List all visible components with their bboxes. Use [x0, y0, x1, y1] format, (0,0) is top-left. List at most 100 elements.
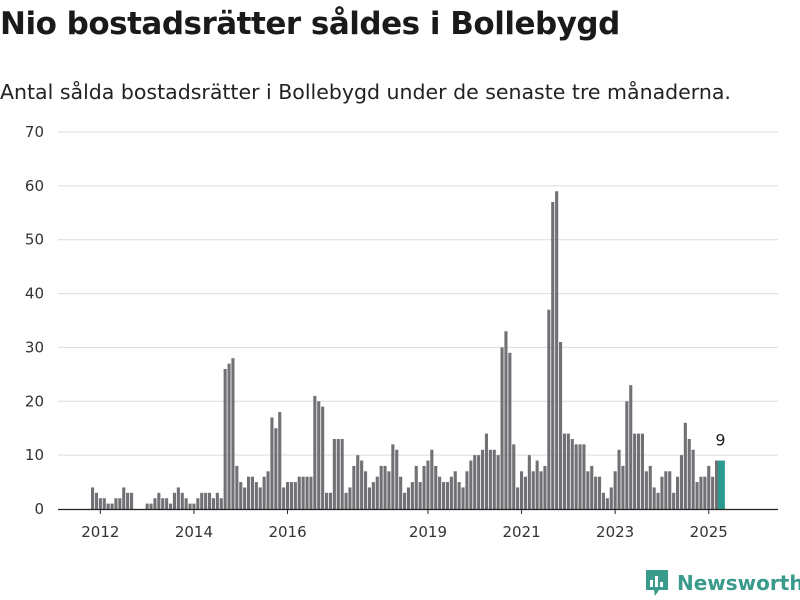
bar — [278, 412, 282, 509]
bar — [656, 492, 660, 509]
bar — [414, 465, 418, 509]
bar — [687, 438, 691, 509]
bar — [114, 498, 118, 509]
bar — [590, 465, 594, 509]
bar — [449, 476, 453, 509]
bar — [461, 487, 465, 509]
bar — [703, 476, 707, 509]
bar — [594, 476, 598, 509]
bar — [301, 476, 305, 509]
y-tick-label: 0 — [34, 500, 44, 518]
bar — [352, 465, 356, 509]
bar — [492, 449, 496, 509]
bar — [262, 476, 266, 509]
bar — [270, 417, 274, 509]
x-tick-label: 2012 — [81, 523, 119, 541]
bar — [293, 482, 297, 509]
bar — [360, 460, 364, 509]
bar — [180, 492, 184, 509]
bar — [356, 455, 360, 509]
bar — [145, 503, 149, 509]
bar — [406, 487, 410, 509]
bar — [422, 465, 426, 509]
bar — [367, 487, 371, 509]
bar — [211, 498, 215, 509]
bar — [644, 471, 648, 509]
bar — [305, 476, 309, 509]
bar — [633, 433, 637, 509]
bar — [184, 498, 188, 509]
bar — [286, 482, 290, 509]
bar — [695, 482, 699, 509]
bar — [176, 487, 180, 509]
bar — [648, 465, 652, 509]
y-tick-label: 50 — [25, 231, 44, 249]
bar — [94, 492, 98, 509]
bar — [679, 455, 683, 509]
bar — [551, 202, 555, 509]
bar — [344, 492, 348, 509]
bar — [399, 476, 403, 509]
bar — [578, 444, 582, 509]
bar — [652, 487, 656, 509]
bar — [98, 498, 102, 509]
bar — [188, 503, 192, 509]
bar — [122, 487, 126, 509]
bar — [617, 449, 621, 509]
bar — [582, 444, 586, 509]
bar — [149, 503, 153, 509]
bar — [340, 438, 344, 509]
bar — [570, 438, 574, 509]
bar — [243, 487, 247, 509]
bar — [297, 476, 301, 509]
bar — [555, 191, 559, 509]
bar — [504, 331, 508, 509]
bar — [309, 476, 313, 509]
bar — [566, 433, 570, 509]
bar — [231, 358, 235, 509]
bar — [130, 492, 134, 509]
bar — [157, 492, 161, 509]
bar — [488, 449, 492, 509]
bar — [395, 449, 399, 509]
bar — [605, 498, 609, 509]
bar — [527, 455, 531, 509]
bar — [106, 503, 110, 509]
bar — [328, 492, 332, 509]
bar — [562, 433, 566, 509]
bar — [668, 471, 672, 509]
bar — [332, 438, 336, 509]
highlight-value-label: 9 — [715, 431, 725, 450]
bar — [520, 471, 524, 509]
chart-subtitle: Antal sålda bostadsrätter i Bollebygd un… — [0, 80, 731, 104]
bar — [539, 471, 543, 509]
bar — [371, 482, 375, 509]
bar — [289, 482, 293, 509]
bar — [500, 347, 504, 509]
bar — [379, 465, 383, 509]
bar — [637, 433, 641, 509]
bar — [215, 492, 219, 509]
bar — [219, 498, 223, 509]
bar — [660, 476, 664, 509]
bar — [250, 476, 254, 509]
bar — [547, 309, 551, 509]
bar — [126, 492, 130, 509]
newsworthy-logo-icon — [646, 570, 668, 596]
bar — [640, 433, 644, 509]
x-tick-label: 2023 — [596, 523, 634, 541]
bar — [613, 471, 617, 509]
y-tick-label: 10 — [25, 446, 44, 464]
y-tick-label: 20 — [25, 392, 44, 410]
bar — [383, 465, 387, 509]
newsworthy-logo: Newsworthy — [644, 568, 800, 598]
bar — [672, 492, 676, 509]
bar — [711, 476, 715, 509]
bar — [172, 492, 176, 509]
bar — [313, 395, 317, 509]
bar — [477, 455, 481, 509]
bar — [559, 342, 563, 509]
bar — [676, 476, 680, 509]
bar — [321, 406, 325, 509]
